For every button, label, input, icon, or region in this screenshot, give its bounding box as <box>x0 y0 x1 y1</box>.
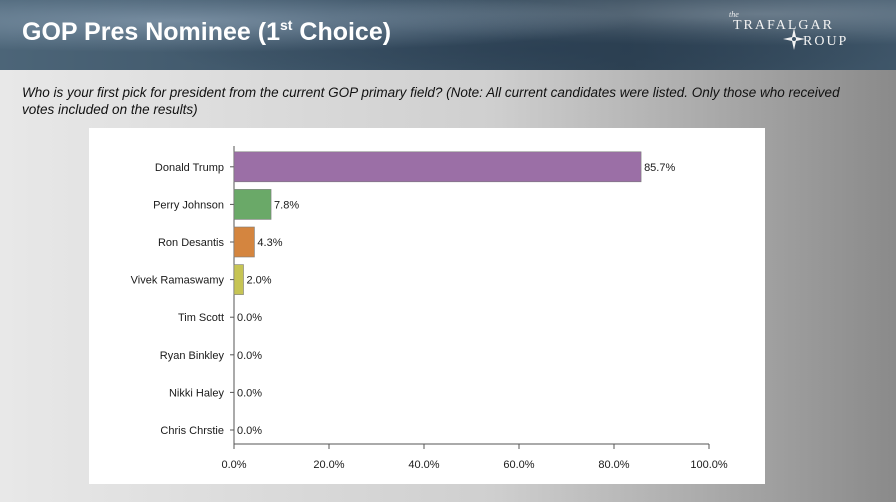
category-label: Nikki Haley <box>169 387 225 399</box>
bar <box>233 189 272 220</box>
data-label: 0.0% <box>237 425 262 437</box>
data-label: 0.0% <box>237 312 262 324</box>
x-tick-label: 0.0% <box>221 459 246 471</box>
category-label: Chris Chrstie <box>160 425 224 437</box>
x-tick-label: 40.0% <box>408 459 439 471</box>
category-label: Tim Scott <box>178 312 224 324</box>
data-label: 85.7% <box>644 162 675 174</box>
category-label: Ryan Binkley <box>160 350 225 362</box>
category-label: Ron Desantis <box>158 237 225 249</box>
title-text: GOP Pres Nominee (1 <box>22 18 280 46</box>
title-superscript: st <box>279 17 293 33</box>
data-label: 4.3% <box>257 237 282 249</box>
data-label: 0.0% <box>237 350 262 362</box>
x-tick-label: 60.0% <box>503 459 534 471</box>
data-label: 7.8% <box>274 199 299 211</box>
survey-question: Who is your first pick for president fro… <box>22 85 840 117</box>
logo-line2: ROUP <box>803 34 849 49</box>
bar <box>233 264 244 295</box>
title-end: Choice) <box>292 18 392 46</box>
page-title: GOP Pres Nominee (1st Choice) <box>22 17 391 47</box>
compass-star-icon <box>783 28 805 50</box>
bar-chart: Donald Trump 85.7% Perry Johnson 7.8% Ron De… <box>131 146 728 471</box>
bar <box>233 226 255 258</box>
header-banner: GOP Pres Nominee (1st Choice) the TRAFAL… <box>0 0 896 70</box>
logo-line1: TRAFALGAR <box>733 18 834 33</box>
logo-the: the <box>729 10 739 19</box>
category-label: Perry Johnson <box>153 199 224 211</box>
x-tick-label: 20.0% <box>313 459 344 471</box>
data-label: 0.0% <box>237 387 262 399</box>
x-tick-label: 80.0% <box>598 459 629 471</box>
x-tick-label: 100.0% <box>690 459 728 471</box>
trafalgar-logo: the TRAFALGAR ROUP <box>725 10 865 58</box>
category-label: Vivek Ramaswamy <box>131 275 225 287</box>
category-label: Donald Trump <box>155 162 224 174</box>
bar <box>233 151 642 183</box>
chart-panel: Donald Trump 85.7% Perry Johnson 7.8% Ron De… <box>89 128 765 484</box>
data-label: 2.0% <box>247 275 272 287</box>
